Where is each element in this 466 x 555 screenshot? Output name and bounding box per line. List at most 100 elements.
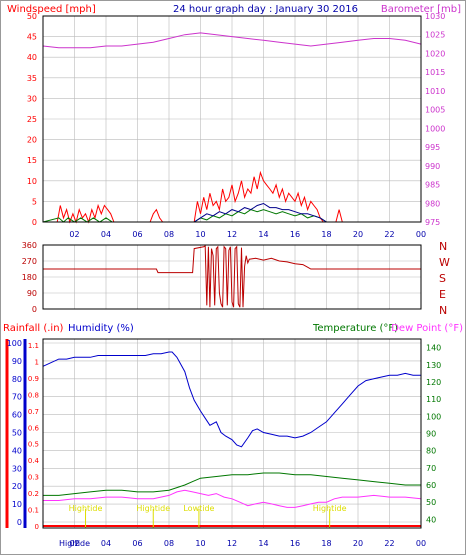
env-x-tick-label: 12 bbox=[227, 539, 237, 548]
compass-label: E bbox=[439, 288, 446, 301]
rain-tick-label: 1.1 bbox=[28, 342, 39, 350]
humidity-tick-label: 100 bbox=[7, 339, 22, 348]
wind-x-tick-label: 20 bbox=[353, 230, 363, 239]
tide-label: Hightide bbox=[69, 504, 103, 513]
wind-plot-frame bbox=[42, 15, 422, 223]
dir-tick-label: 360 bbox=[22, 241, 37, 250]
temperature-line bbox=[43, 472, 421, 496]
env-x-tick-label: 22 bbox=[384, 539, 394, 548]
wind-x-tick-label: 12 bbox=[227, 230, 237, 239]
temperature-axis-title: Temperature (°F) bbox=[312, 323, 398, 334]
humidity-tick-label: 60 bbox=[12, 411, 22, 420]
rain-tick-label: 1 bbox=[35, 358, 39, 366]
temp-tick-label: 80 bbox=[426, 447, 436, 456]
humidity-tick-label: 50 bbox=[12, 429, 22, 438]
windspeed-axis-title: Windspeed [mph] bbox=[7, 4, 96, 15]
baro-tick-label: 1000 bbox=[425, 124, 445, 133]
rain-tick-label: 0.7 bbox=[28, 408, 39, 416]
dew-point-axis-title: Dew Point (°F) bbox=[391, 323, 463, 334]
wind-tick-label: 10 bbox=[27, 177, 37, 186]
wind-gust-line bbox=[43, 170, 421, 224]
wind-tick-label: 45 bbox=[27, 33, 37, 42]
wind-tick-label: 15 bbox=[27, 156, 37, 165]
tide-label: Lowtide bbox=[183, 504, 214, 513]
wind-tick-label: 5 bbox=[32, 197, 37, 206]
temp-tick-label: 110 bbox=[426, 395, 441, 404]
humidity-tick-label: 0 bbox=[17, 518, 22, 527]
humidity-axis-title: Humidity (%) bbox=[68, 323, 134, 334]
rain-tick-label: 0.1 bbox=[28, 507, 39, 515]
env-x-tick-label: 00 bbox=[416, 539, 426, 548]
env-plot-frame bbox=[42, 338, 422, 529]
temp-tick-label: 70 bbox=[426, 464, 436, 473]
chart-title: 24 hour graph day : January 30 2016 bbox=[173, 4, 358, 15]
temp-tick-label: 60 bbox=[426, 481, 436, 490]
wind-tick-label: 30 bbox=[27, 94, 37, 103]
temp-tick-label: 90 bbox=[426, 430, 436, 439]
compass-label: W bbox=[439, 256, 450, 269]
baro-tick-label: 1020 bbox=[425, 49, 445, 58]
tide-label: Hightide bbox=[136, 504, 170, 513]
wind-green-line bbox=[42, 209, 421, 223]
rain-tick-label: 0.5 bbox=[28, 441, 39, 449]
rainfall-axis-title: Rainfall (.in) bbox=[3, 323, 64, 334]
compass-label: N bbox=[439, 304, 447, 317]
temp-tick-label: 140 bbox=[426, 344, 441, 353]
wind-x-tick-label: 04 bbox=[101, 230, 111, 239]
env-x-tick-label: 18 bbox=[321, 539, 331, 548]
compass-label: N bbox=[439, 240, 447, 253]
baro-tick-label: 1005 bbox=[425, 106, 445, 115]
baro-tick-label: 1025 bbox=[425, 31, 445, 40]
temp-tick-label: 40 bbox=[426, 515, 436, 524]
wind-tick-label: 35 bbox=[27, 74, 37, 83]
rain-tick-label: 0.8 bbox=[28, 391, 39, 399]
barometer-line bbox=[42, 32, 422, 49]
wind-x-tick-label: 06 bbox=[132, 230, 142, 239]
wind-x-tick-label: 18 bbox=[321, 230, 331, 239]
rain-tick-label: 0.4 bbox=[28, 457, 40, 465]
wind-x-tick-label: 10 bbox=[195, 230, 205, 239]
env-x-tick-label: 14 bbox=[258, 539, 268, 548]
tide-label: Hightide bbox=[313, 504, 347, 513]
baro-tick-label: 985 bbox=[425, 181, 440, 190]
env-x-tick-label: 10 bbox=[195, 539, 205, 548]
humidity-line bbox=[42, 351, 421, 448]
dir-tick-label: 270 bbox=[22, 257, 37, 266]
env-x-tick-label: 08 bbox=[164, 539, 174, 548]
baro-tick-label: 1010 bbox=[425, 87, 445, 96]
bottom-tide-label: tide bbox=[75, 539, 90, 548]
dir-tick-label: 0 bbox=[32, 305, 37, 314]
temp-tick-label: 50 bbox=[426, 498, 436, 507]
wind-avg-line bbox=[43, 202, 421, 223]
wind-x-tick-label: 16 bbox=[290, 230, 300, 239]
wind-x-tick-label: 02 bbox=[69, 230, 79, 239]
humidity-tick-label: 10 bbox=[12, 500, 22, 509]
wind-tick-label: 20 bbox=[27, 136, 37, 145]
barometer-axis-title: Barometer [mb] bbox=[381, 4, 461, 15]
humidity-tick-label: 20 bbox=[12, 482, 22, 491]
wind-tick-label: 50 bbox=[27, 12, 37, 21]
env-x-tick-label: 06 bbox=[132, 539, 142, 548]
dir-tick-label: 90 bbox=[27, 289, 37, 298]
dir-tick-label: 180 bbox=[22, 273, 37, 282]
rain-tick-label: 0.9 bbox=[28, 375, 39, 383]
wind-x-tick-label: 14 bbox=[258, 230, 268, 239]
wind-x-tick-label: 22 bbox=[384, 230, 394, 239]
env-x-tick-label: 20 bbox=[353, 539, 363, 548]
baro-tick-label: 995 bbox=[425, 143, 440, 152]
rain-tick-label: 0.3 bbox=[28, 474, 39, 482]
compass-label: S bbox=[439, 272, 446, 285]
humidity-tick-label: 90 bbox=[12, 357, 22, 366]
rain-tick-label: 0.2 bbox=[28, 490, 39, 498]
dew-point-line bbox=[43, 489, 422, 508]
baro-tick-label: 1030 bbox=[425, 12, 445, 21]
temp-tick-label: 130 bbox=[426, 361, 441, 370]
dir-plot-frame bbox=[42, 244, 422, 310]
wind-tick-label: 25 bbox=[27, 115, 37, 124]
wind-tick-label: 0 bbox=[32, 218, 37, 227]
wind-x-tick-label: 08 bbox=[164, 230, 174, 239]
humidity-tick-label: 70 bbox=[12, 393, 22, 402]
humidity-tick-label: 30 bbox=[12, 464, 22, 473]
